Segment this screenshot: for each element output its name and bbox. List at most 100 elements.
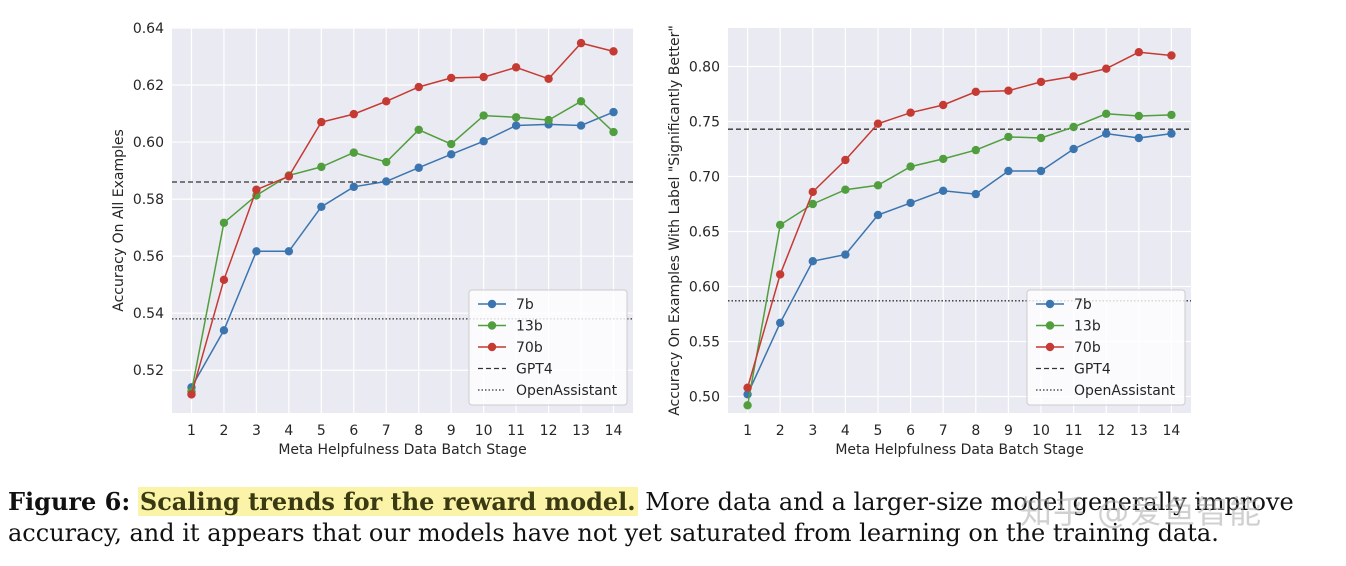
chart2-point-7b <box>906 198 915 208</box>
chart1-point-70b <box>446 73 456 83</box>
charts-canvas: 0.520.540.560.580.600.620.641 2 3 4 5 6 7 8 9 10 1… <box>111 21 1191 458</box>
chart2-point-70b <box>743 383 752 392</box>
chart1-point-70b <box>609 47 618 56</box>
chart2-point-7b <box>971 189 981 199</box>
caption-body: More data and a larger-size model genera… <box>8 488 1294 547</box>
chart2-point-7b <box>938 186 948 195</box>
chart2-x-tick-label: 1 <box>743 423 752 439</box>
chart1-point-7b <box>252 247 261 256</box>
chart2-point-13b <box>841 185 850 194</box>
chart1-point-70b <box>382 97 391 106</box>
chart1-x-tick-label: 5 <box>317 423 326 439</box>
chart2-legend-marker-7b <box>1045 299 1055 309</box>
chart2-point-70b <box>841 155 850 165</box>
chart2-point-70b <box>808 187 817 197</box>
chart1-x-tick-label: 9 <box>447 423 456 439</box>
chart1-point-7b <box>219 326 229 335</box>
chart2-legend-label: 7b <box>1074 297 1092 313</box>
chart2-point-13b <box>1102 109 1111 119</box>
chart1-point-13b <box>609 127 618 137</box>
chart2-point-13b <box>906 162 915 171</box>
chart1-point-13b <box>317 162 326 172</box>
chart1-y-tick-label: 0.62 <box>133 78 164 94</box>
chart1-point-7b <box>284 247 294 256</box>
chart1-y-tick-label: 0.58 <box>133 192 164 208</box>
chart1-point-70b <box>479 72 488 82</box>
chart1-x-tick-label: 6 <box>349 423 358 439</box>
chart1-x-tick-label: 1 <box>187 423 196 439</box>
chart1-point-13b <box>576 97 586 106</box>
chart2-point-7b <box>1167 129 1176 138</box>
chart1-legend-label: 13b <box>516 319 543 335</box>
chart2-point-70b <box>906 108 915 117</box>
chart1-point-70b <box>544 74 553 83</box>
chart2-x-tick-label: 11 <box>1065 423 1083 439</box>
chart1-point-13b <box>414 125 423 135</box>
chart1-y-tick-label: 0.54 <box>133 306 164 322</box>
chart1-y-tick-label: 0.56 <box>133 249 164 265</box>
chart2-point-13b <box>1036 133 1046 143</box>
chart1-point-13b <box>511 113 521 122</box>
chart1-point-70b <box>576 38 586 48</box>
watermark: 知乎 @爱鱼智能 <box>1020 493 1263 531</box>
chart1-legend-marker-13b <box>487 321 497 330</box>
chart2-legend-marker-13b <box>1045 321 1055 330</box>
chart2-point-13b <box>971 145 981 155</box>
chart1-point-7b <box>317 202 326 212</box>
chart2-legend-label: 13b <box>1074 319 1101 335</box>
chart2-y-tick-label: 0.50 <box>689 390 720 406</box>
chart2-y-tick-label: 0.80 <box>689 60 720 76</box>
caption-highlight: Scaling trends for the reward model. <box>137 487 638 516</box>
chart2-point-7b <box>1102 129 1111 138</box>
chart2-x-tick-label: 2 <box>776 423 785 439</box>
chart2-x-tick-label: 6 <box>906 423 915 439</box>
chart2-y-tick-label: 0.75 <box>689 115 720 131</box>
chart2-x-tick-label: 10 <box>1032 423 1050 439</box>
chart2-point-70b <box>1102 64 1111 73</box>
figure-caption: Figure 6: Scaling trends for the reward … <box>8 486 1338 549</box>
chart2-point-13b <box>1134 111 1144 121</box>
chart2-x-tick-label: 4 <box>841 423 850 439</box>
chart2-point-7b <box>841 250 850 259</box>
chart1-x-tick-label: 12 <box>540 423 558 439</box>
chart2-point-13b <box>1069 122 1078 132</box>
chart1-series-line-70b <box>190 42 614 395</box>
chart1-point-70b <box>349 109 359 119</box>
chart1-point-70b <box>252 185 261 194</box>
chart2-point-7b <box>808 257 817 266</box>
chart2-point-13b <box>1167 110 1176 120</box>
chart2-series-line-70b <box>746 51 1172 388</box>
chart2-series-line-7b <box>746 132 1172 395</box>
chart1-point-70b <box>511 63 521 72</box>
chart1-point-70b <box>317 117 326 127</box>
chart1-point-7b <box>511 121 521 130</box>
chart2-x-tick-label: 3 <box>808 423 817 439</box>
chart1-x-tick-label: 3 <box>252 423 261 439</box>
chart2-y-tick-label: 0.60 <box>689 280 720 296</box>
chart2-legend-label: OpenAssistant <box>1074 383 1176 399</box>
chart1-legend-label: 70b <box>516 340 543 356</box>
chart1-point-13b <box>446 139 456 149</box>
chart1-point-7b <box>382 177 391 186</box>
chart2-point-7b <box>1134 133 1144 143</box>
chart2-x-tick-label: 8 <box>971 423 980 439</box>
chart2-point-70b <box>775 270 785 279</box>
chart1-legend-marker-7b <box>487 299 497 309</box>
chart1-x-axis-label: Meta Helpfulness Data Batch Stage <box>278 442 526 458</box>
chart1-y-axis-label: Accuracy On All Examples <box>111 129 127 312</box>
chart1-point-13b <box>544 115 553 125</box>
chart2-point-70b <box>1004 86 1013 95</box>
chart2-point-7b <box>1004 166 1013 176</box>
chart2-point-70b <box>1167 51 1176 60</box>
chart1-point-70b <box>414 82 423 92</box>
chart1-x-tick-label: 8 <box>414 423 423 439</box>
chart1-point-70b <box>284 172 294 181</box>
chart1-point-13b <box>382 157 391 167</box>
chart1-y-tick-label: 0.60 <box>133 135 164 151</box>
chart1-series-line-7b <box>190 111 614 388</box>
chart2-legend-label: 70b <box>1074 340 1101 356</box>
chart2-point-70b <box>971 87 981 97</box>
chart2-legend-box <box>1026 289 1186 406</box>
chart1-legend-label: 7b <box>516 297 534 313</box>
chart2-x-axis-label: Meta Helpfulness Data Batch Stage <box>835 442 1083 458</box>
